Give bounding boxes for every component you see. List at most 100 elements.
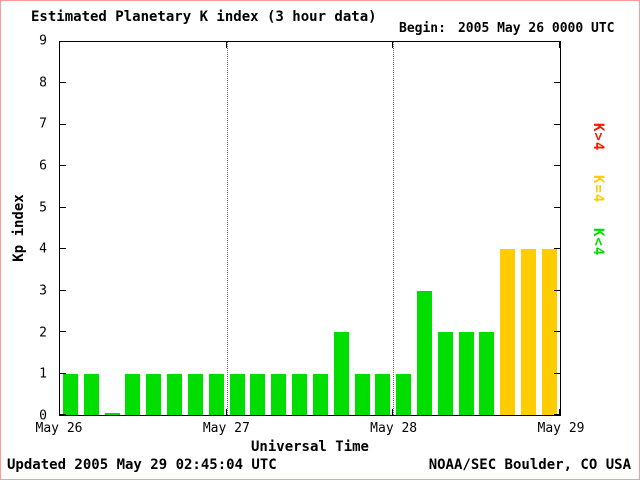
y-tick-label: 8 (39, 75, 47, 91)
bar-slot (185, 42, 206, 415)
x-tick-mark (559, 409, 560, 415)
bar-slot (164, 42, 185, 415)
kp-bar (500, 249, 516, 415)
bar-slot (372, 42, 393, 415)
x-tick-mark (225, 409, 227, 415)
source-credit: NOAA/SEC Boulder, CO USA (428, 457, 631, 473)
kp-bar (250, 373, 266, 415)
updated-timestamp: Updated 2005 May 29 02:45:04 UTC (7, 457, 277, 473)
x-tick-mark (59, 409, 60, 415)
kp-bar (229, 373, 245, 415)
kp-bar (417, 290, 432, 415)
y-tick-labels: 0 1 2 3 4 5 6 7 8 9 (29, 35, 53, 423)
y-tick-label: 3 (39, 283, 47, 299)
bar-slot (268, 42, 289, 415)
y-tick-label: 9 (39, 33, 47, 49)
legend-item: K<4 (590, 227, 606, 256)
y-axis-title: Kp index (11, 194, 27, 262)
kp-bar (104, 413, 120, 415)
y-tick-mark (60, 165, 66, 167)
bar-slot (456, 42, 477, 415)
kp-bar (187, 373, 203, 415)
begin-timestamp: Begin: 2005 May 26 0000 UTC (399, 21, 615, 36)
kp-bar (375, 373, 391, 415)
y-tick-mark (554, 165, 560, 167)
kp-bar (521, 249, 537, 415)
y-tick-mark (554, 123, 560, 125)
begin-value: 2005 May 26 0000 UTC (457, 21, 615, 36)
x-tick-mark (225, 42, 227, 48)
y-tick-mark (60, 248, 66, 250)
x-tick-label: May 29 (537, 421, 585, 436)
y-tick-mark (554, 248, 560, 250)
y-tick-mark (60, 372, 66, 374)
x-tick-mark (559, 42, 560, 48)
bar-slot (435, 42, 456, 415)
kp-bar (146, 373, 162, 415)
x-tick-label: May 26 (35, 421, 83, 436)
kp-bar (271, 373, 287, 415)
bar-slot (122, 42, 143, 415)
kp-bar (437, 332, 453, 415)
bar-slot (310, 42, 331, 415)
kp-bar (479, 332, 495, 415)
y-tick-mark (554, 41, 560, 42)
x-tick-mark (392, 409, 394, 415)
y-tick-label: 7 (39, 116, 47, 132)
x-tick-mark (59, 42, 60, 48)
bar-slot (539, 42, 560, 415)
bar-slot (352, 42, 373, 415)
bar-slot (414, 42, 435, 415)
bar-slot (518, 42, 539, 415)
bar-slot (497, 42, 518, 415)
y-tick-label: 5 (39, 200, 47, 216)
chart-title: Estimated Planetary K index (3 hour data… (31, 9, 377, 25)
legend-item: K>4 (590, 123, 606, 152)
y-tick-label: 0 (39, 408, 47, 424)
y-tick-mark (60, 82, 66, 84)
kp-bar (333, 332, 349, 415)
bar-slot (81, 42, 102, 415)
y-tick-label: 6 (39, 158, 47, 174)
y-tick-mark (60, 331, 66, 333)
x-tick-label: May 27 (202, 421, 250, 436)
plot-area (59, 41, 561, 416)
day-gridline (226, 42, 228, 415)
y-tick-label: 4 (39, 241, 47, 257)
kp-bar (292, 373, 308, 415)
y-tick-mark (60, 206, 66, 208)
kp-bar (312, 373, 328, 415)
bar-slot (393, 42, 414, 415)
y-tick-label: 2 (39, 325, 47, 341)
y-tick-mark (554, 331, 560, 333)
bar-slot (60, 42, 81, 415)
bar-slot (206, 42, 227, 415)
kp-bar (458, 332, 474, 415)
legend: K>4 K=4 K<4 (590, 123, 606, 256)
x-tick-label: May 28 (370, 421, 418, 436)
begin-label: Begin: (399, 21, 446, 36)
y-tick-mark (554, 414, 560, 415)
bar-slot (143, 42, 164, 415)
y-tick-mark (554, 289, 560, 291)
y-tick-mark (60, 414, 66, 415)
y-tick-label: 1 (39, 366, 47, 382)
y-tick-mark (554, 82, 560, 84)
kp-bar (125, 373, 141, 415)
bar-slot (247, 42, 268, 415)
kp-bar (354, 373, 370, 415)
bar-slot (477, 42, 498, 415)
bar-slot (331, 42, 352, 415)
bar-slot (227, 42, 248, 415)
y-tick-mark (554, 206, 560, 208)
kp-bar (62, 373, 78, 415)
kp-bar (396, 373, 412, 415)
day-gridline (393, 42, 395, 415)
bar-slot (102, 42, 123, 415)
y-tick-mark (60, 289, 66, 291)
x-tick-mark (392, 42, 394, 48)
legend-item: K=4 (590, 175, 606, 204)
bar-slot (289, 42, 310, 415)
y-tick-mark (60, 123, 66, 125)
